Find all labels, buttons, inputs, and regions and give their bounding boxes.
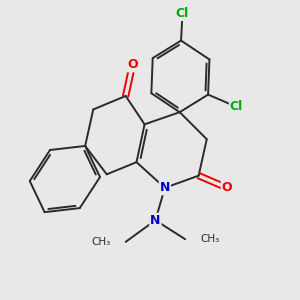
Text: N: N xyxy=(160,181,170,194)
Text: CH₃: CH₃ xyxy=(92,237,111,247)
Text: O: O xyxy=(127,58,138,71)
Text: Cl: Cl xyxy=(230,100,243,113)
Text: O: O xyxy=(222,181,232,194)
Text: CH₃: CH₃ xyxy=(200,234,219,244)
Text: N: N xyxy=(150,214,161,227)
Text: Cl: Cl xyxy=(176,7,189,20)
